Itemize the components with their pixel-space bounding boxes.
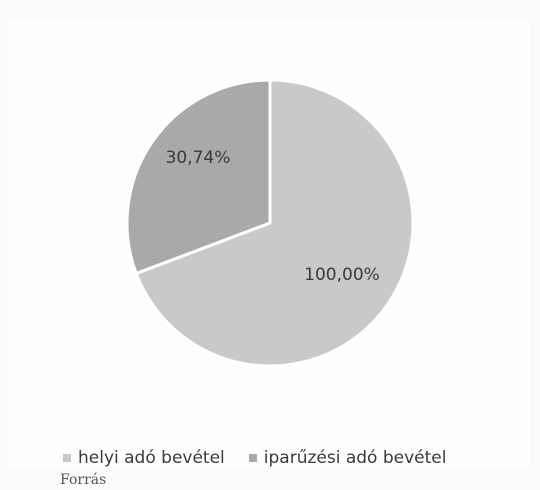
cropped-text-fragment: Forrás (60, 472, 107, 488)
legend-swatch-helyi (63, 454, 71, 462)
legend-item-iparuzesi: iparűzési adó bevétel (248, 448, 447, 468)
legend-label-helyi: helyi adó bevétel (78, 448, 225, 468)
legend: helyi adó bevétel iparűzési adó bevétel (63, 448, 446, 468)
chart-frame: 30,74% 100,00% helyi adó bevétel iparűzés… (8, 18, 530, 468)
pie-slice-iparuzesi (125, 78, 272, 276)
data-label-helyi: 100,00% (304, 265, 380, 285)
legend-label-iparuzesi: iparűzési adó bevétel (263, 448, 447, 468)
pie-chart: 30,74% 100,00% (125, 78, 415, 368)
pie-slice-helyi (134, 78, 415, 368)
legend-item-helyi: helyi adó bevétel (63, 448, 225, 468)
data-label-iparuzesi: 30,74% (166, 148, 231, 168)
legend-swatch-iparuzesi (248, 454, 257, 462)
